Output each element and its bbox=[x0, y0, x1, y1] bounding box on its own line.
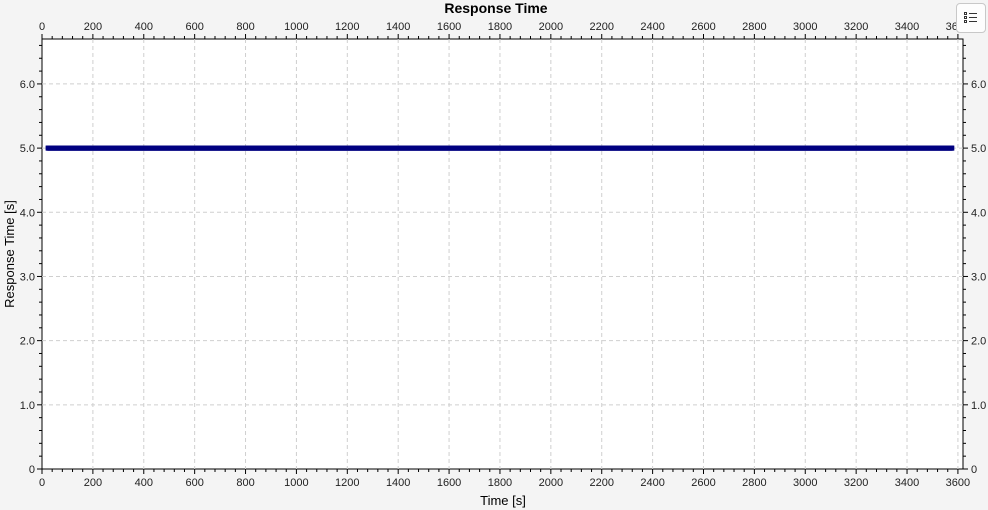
x-tick-label-bottom: 2400 bbox=[640, 477, 664, 489]
x-tick-label-top: 1000 bbox=[284, 21, 308, 33]
x-tick-label-top: 2400 bbox=[640, 21, 664, 33]
x-tick-label-top: 2800 bbox=[742, 21, 766, 33]
list-icon bbox=[964, 12, 977, 23]
y-tick-label-right: 4.0 bbox=[971, 207, 986, 219]
y-tick-label-left: 4.0 bbox=[20, 207, 35, 219]
x-tick-label-top: 2600 bbox=[691, 21, 715, 33]
x-tick-label-bottom: 400 bbox=[135, 477, 153, 489]
series-points bbox=[45, 145, 955, 151]
x-tick-label-bottom: 1600 bbox=[437, 477, 461, 489]
x-tick-label-bottom: 800 bbox=[236, 477, 254, 489]
y-tick-label-right: 0 bbox=[971, 464, 977, 476]
x-tick-label-top: 800 bbox=[236, 21, 254, 33]
x-tick-label-bottom: 2000 bbox=[539, 477, 563, 489]
x-axis-label: Time [s] bbox=[480, 493, 526, 508]
chart-title: Response Time bbox=[444, 0, 547, 16]
x-tick-label-top: 2200 bbox=[589, 21, 613, 33]
x-tick-label-bottom: 2200 bbox=[589, 477, 613, 489]
x-tick-label-top: 200 bbox=[84, 21, 102, 33]
y-tick-label-left: 1.0 bbox=[20, 400, 35, 412]
x-tick-label-bottom: 1800 bbox=[488, 477, 512, 489]
x-tick-label-bottom: 3600 bbox=[946, 477, 970, 489]
y-tick-label-right: 2.0 bbox=[971, 336, 986, 348]
y-tick-label-left: 2.0 bbox=[20, 336, 35, 348]
x-tick-label-bottom: 2600 bbox=[691, 477, 715, 489]
x-tick-label-top: 1400 bbox=[386, 21, 410, 33]
grid-lines bbox=[42, 39, 963, 469]
x-tick-label-top: 600 bbox=[185, 21, 203, 33]
legend-toggle-button[interactable] bbox=[956, 3, 986, 33]
x-tick-label-top: 3400 bbox=[895, 21, 919, 33]
x-tick-label-bottom: 1200 bbox=[335, 477, 359, 489]
x-tick-label-top: 3200 bbox=[844, 21, 868, 33]
y-tick-label-left: 5.0 bbox=[20, 143, 35, 155]
y-tick-label-right: 5.0 bbox=[971, 143, 986, 155]
y-tick-label-left: 6.0 bbox=[20, 79, 35, 91]
x-tick-label-bottom: 3000 bbox=[793, 477, 817, 489]
data-point bbox=[951, 145, 955, 151]
y-tick-label-right: 6.0 bbox=[971, 79, 986, 91]
x-tick-label-top: 3000 bbox=[793, 21, 817, 33]
x-tick-label-top: 1800 bbox=[488, 21, 512, 33]
y-tick-label-left: 0 bbox=[29, 464, 35, 476]
x-tick-label-bottom: 1000 bbox=[284, 477, 308, 489]
y-tick-label-right: 3.0 bbox=[971, 271, 986, 283]
plot-area bbox=[41, 38, 964, 470]
x-tick-label-bottom: 3200 bbox=[844, 477, 868, 489]
x-tick-label-top: 1200 bbox=[335, 21, 359, 33]
x-tick-label-top: 400 bbox=[135, 21, 153, 33]
x-tick-label-bottom: 600 bbox=[185, 477, 203, 489]
x-tick-label-top: 1600 bbox=[437, 21, 461, 33]
x-tick-label-bottom: 1400 bbox=[386, 477, 410, 489]
y-tick-label-right: 1.0 bbox=[971, 400, 986, 412]
x-tick-label-bottom: 3400 bbox=[895, 477, 919, 489]
y-axis-label: Response Time [s] bbox=[2, 200, 17, 308]
x-tick-label-bottom: 200 bbox=[84, 477, 102, 489]
x-tick-label-top: 0 bbox=[39, 21, 45, 33]
x-tick-label-bottom: 2800 bbox=[742, 477, 766, 489]
y-tick-label-left: 3.0 bbox=[20, 271, 35, 283]
x-tick-label-top: 2000 bbox=[539, 21, 563, 33]
x-tick-label-bottom: 0 bbox=[39, 477, 45, 489]
